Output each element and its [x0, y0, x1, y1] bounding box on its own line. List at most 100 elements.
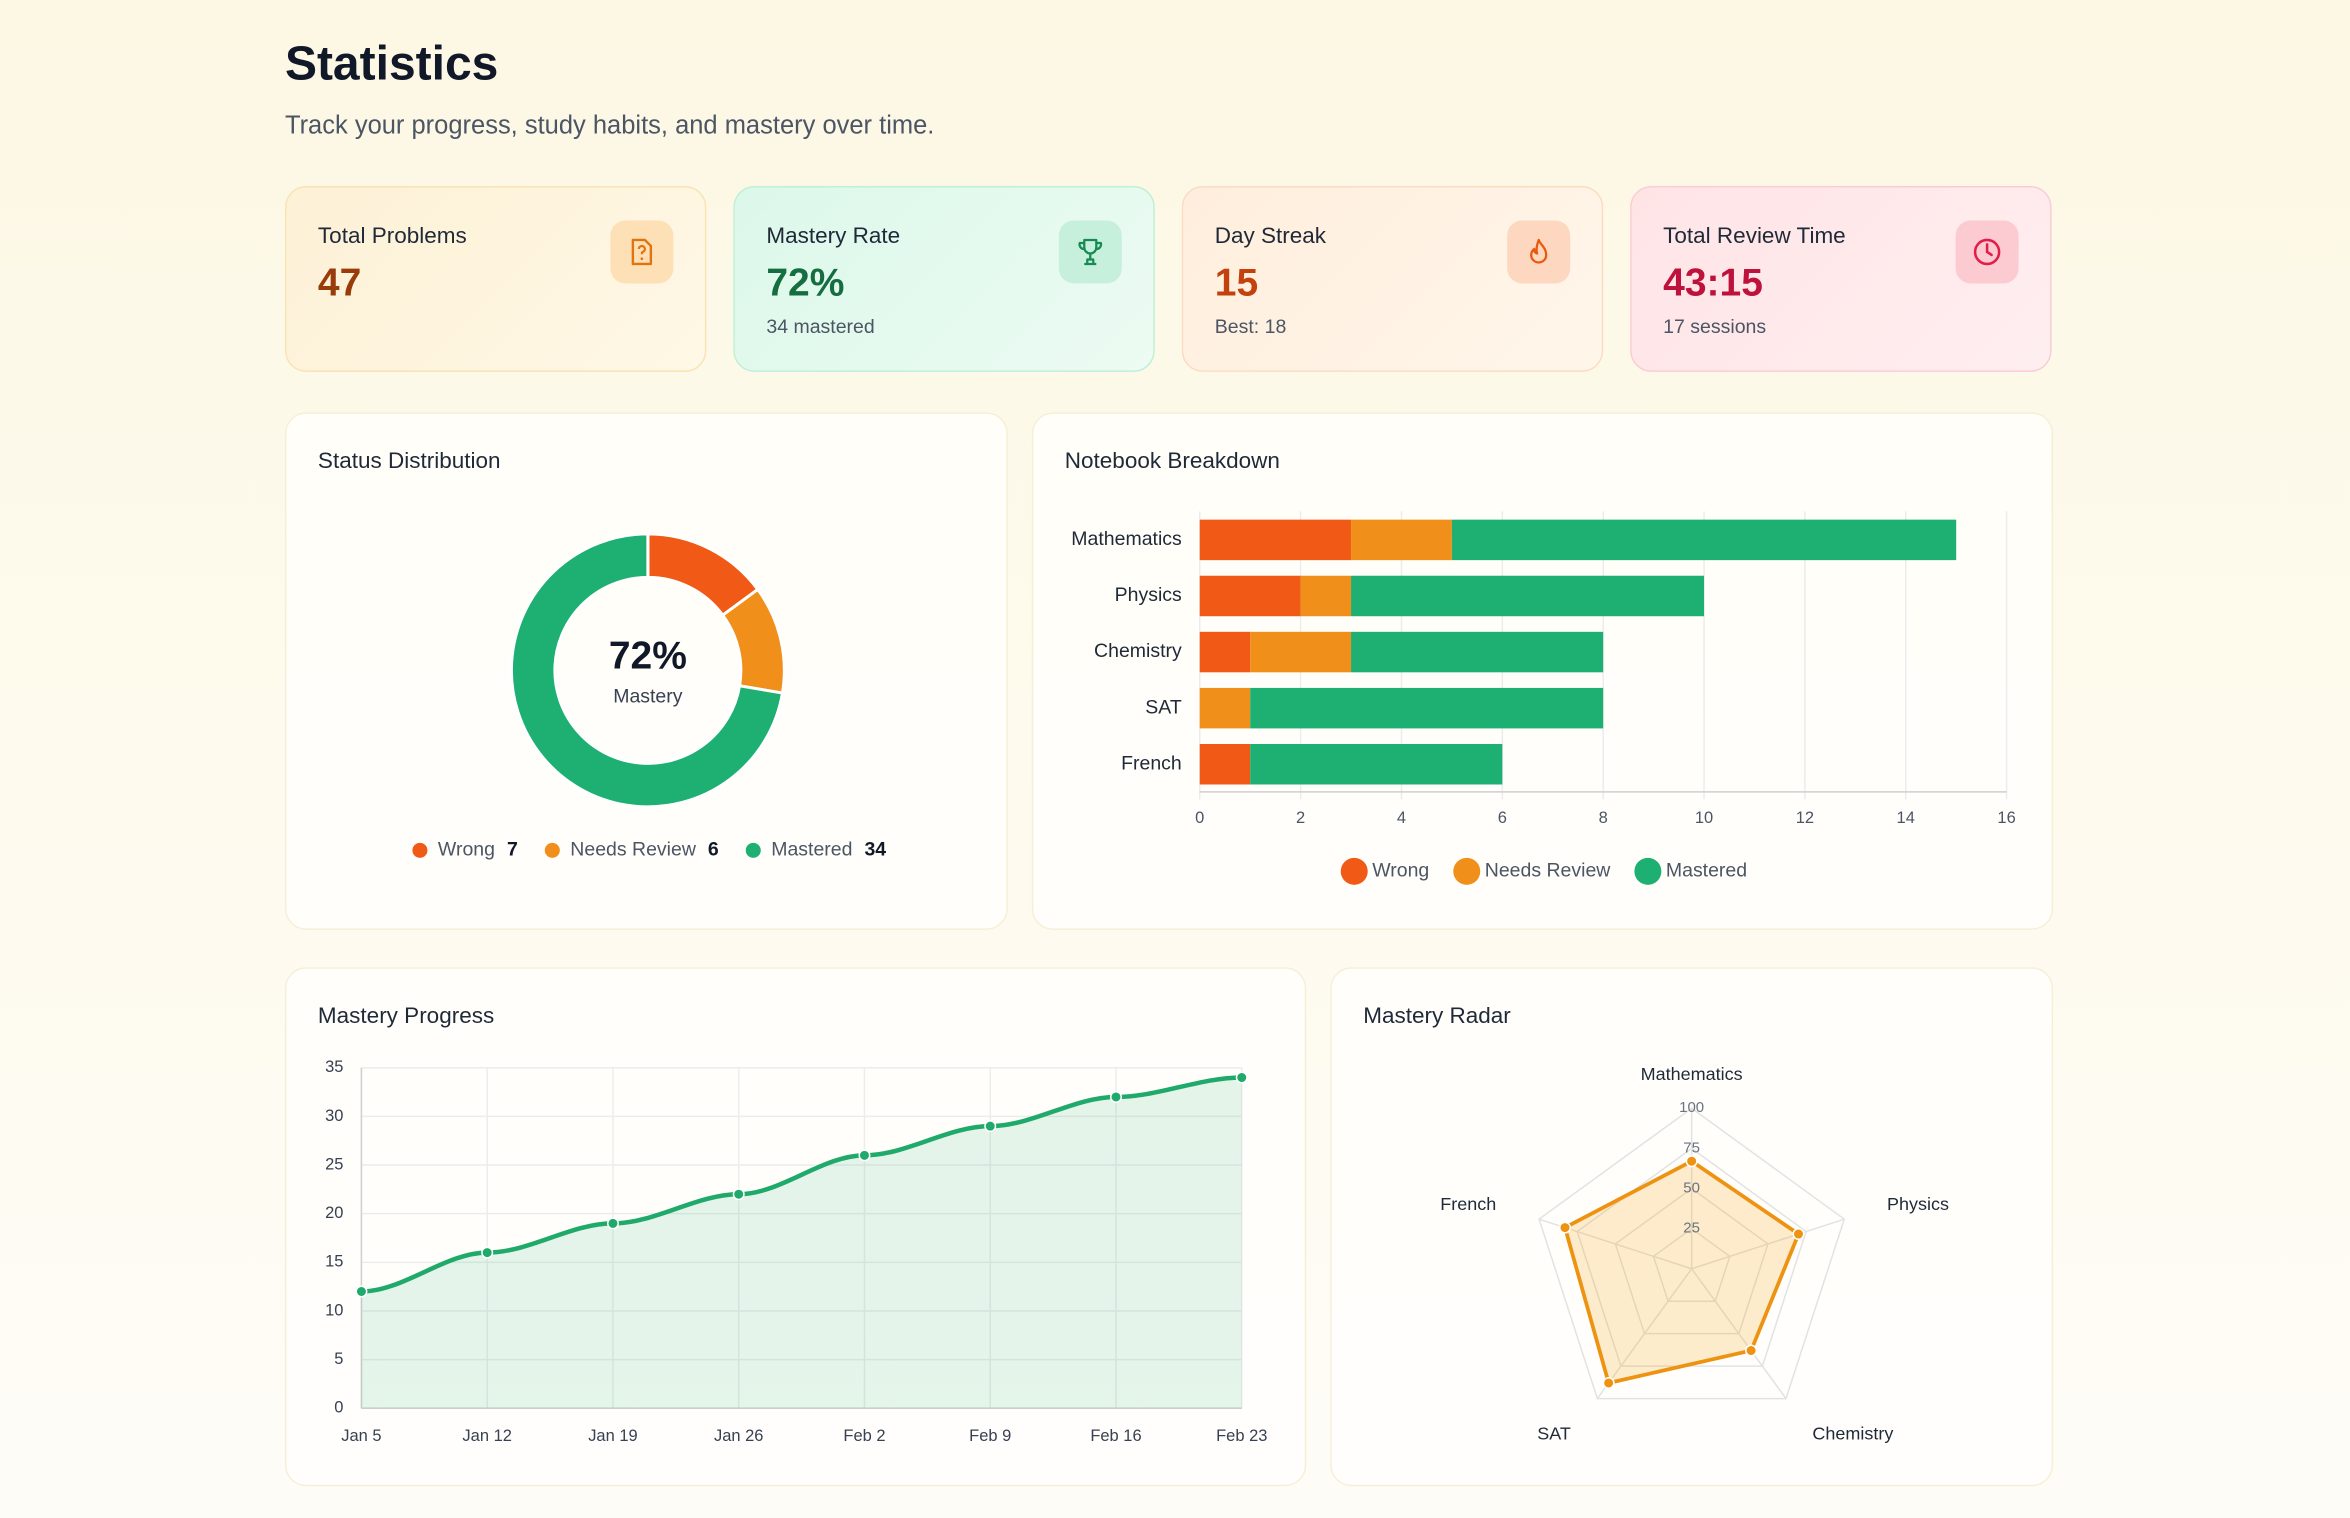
card-icon — [1955, 220, 2019, 284]
bar-segment — [1199, 519, 1352, 561]
y-tick-label: SAT — [1145, 696, 1182, 718]
chart: 0 5 10 15 20 25 30 35 Jan 5 Jan 12 Jan 19 Jan 26 Feb… — [325, 1058, 1267, 1445]
point — [1235, 1071, 1248, 1084]
chart-title: Status Distribution — [317, 448, 501, 474]
chart-panel: 72% Mastery Wrong 7 Needs Review 6 Mastered 34 … — [284, 412, 1008, 930]
r-tick-label: 100 — [1679, 1099, 1704, 1116]
point — [355, 1285, 368, 1298]
x-tick-label: 8 — [1599, 809, 1608, 827]
center-label: Mastery — [613, 686, 683, 708]
radar-axis — [1691, 1218, 1845, 1270]
card-icon — [1507, 220, 1571, 284]
x-tick-label: Jan 26 — [714, 1427, 763, 1445]
x-tick-label: 2 — [1296, 809, 1305, 827]
card-sub: Best: 18 — [1214, 314, 1287, 338]
card-sub: 17 sessions — [1663, 314, 1767, 338]
point — [481, 1246, 494, 1259]
chart-title: Notebook Breakdown — [1064, 448, 1280, 474]
chart-panel: 0 5 10 15 20 25 30 35 Jan 5 Jan 12 Jan 19 Jan 26 Feb… — [284, 967, 1307, 1487]
legend-label: Wrong — [1372, 859, 1429, 881]
grid-line — [1614, 1187, 1769, 1335]
legend-dot — [1453, 857, 1481, 885]
x-tick-label: 10 — [1695, 809, 1713, 827]
legend-value: 7 — [507, 838, 518, 860]
bar-segment — [1451, 519, 1957, 561]
bar-segment — [1199, 744, 1251, 785]
y-tick-label: Chemistry — [1094, 640, 1182, 662]
bar-segment — [1300, 575, 1352, 617]
legend-label: Mastered — [771, 838, 852, 860]
stat-card: Mastery Rate 72% 34 mastered — [733, 185, 1155, 372]
x-tick-label: Jan 5 — [341, 1427, 381, 1445]
stat-card: Day Streak 15 Best: 18 — [1181, 185, 1604, 372]
legend-dot — [745, 842, 761, 858]
y-tick-label: 5 — [334, 1350, 343, 1368]
y-tick-label: Physics — [1115, 584, 1182, 606]
bar-segment — [1351, 519, 1452, 561]
stat-card: Total Problems 47 — [284, 185, 707, 372]
x-tick-label: Jan 12 — [462, 1427, 511, 1445]
bar-segment — [1250, 687, 1604, 729]
y-tick-label: 35 — [325, 1058, 343, 1076]
card-value: 15 — [1214, 259, 1259, 305]
axis-label: Mathematics — [1641, 1064, 1743, 1084]
axis-label: SAT — [1537, 1424, 1571, 1444]
legend-dot — [1340, 857, 1368, 885]
card-label: Total Review Time — [1663, 223, 1846, 249]
bar-segment — [1199, 631, 1251, 673]
y-tick-label: Mathematics — [1071, 528, 1182, 550]
legend-dot — [1634, 857, 1662, 885]
x-tick-label: Jan 19 — [588, 1427, 638, 1445]
x-tick-label: Feb 2 — [843, 1427, 885, 1445]
chart: 0 2 4 6 8 10 12 14 16 Mathematics Physics Chemistry… — [1071, 511, 2016, 885]
legend-label: Wrong — [438, 838, 495, 860]
point — [732, 1188, 745, 1201]
point — [1558, 1221, 1571, 1234]
y-tick-label: 25 — [325, 1155, 343, 1173]
y-tick-label: 30 — [325, 1107, 343, 1125]
chart: Mathematics Physics Chemistry SAT French 25 50… — [1440, 1064, 1949, 1444]
stat-card: Total Review Time 43:15 17 sessions — [1630, 185, 2052, 372]
x-tick-label: 0 — [1195, 809, 1204, 827]
x-tick-label: 4 — [1397, 809, 1406, 827]
chart-title: Mastery Radar — [1363, 1003, 1511, 1029]
card-value: 47 — [317, 259, 362, 305]
point — [1685, 1155, 1698, 1168]
point — [1602, 1376, 1615, 1389]
grid-line — [1576, 1147, 1808, 1367]
page-title: Statistics — [284, 35, 499, 90]
line — [361, 1075, 1242, 1294]
legend-value: 6 — [708, 838, 719, 860]
axis-label: Chemistry — [1812, 1424, 1893, 1444]
chart-title: Mastery Progress — [317, 1003, 495, 1029]
card-label: Mastery Rate — [766, 223, 901, 249]
axis-label: Physics — [1887, 1194, 1949, 1214]
grid-line — [1538, 1107, 1846, 1400]
point — [1745, 1344, 1758, 1357]
legend-label: Needs Review — [570, 838, 697, 860]
bar-segment — [1250, 631, 1352, 673]
y-tick-label: 15 — [325, 1253, 343, 1271]
legend-label: Mastered — [1666, 859, 1747, 881]
radar-axis — [1596, 1268, 1693, 1400]
area — [361, 1077, 1242, 1409]
y-tick-label: 0 — [334, 1399, 343, 1417]
card-value: 43:15 — [1663, 259, 1763, 305]
chart: 72% Mastery Wrong 7 Needs Review 6 Mastered 34 — [412, 532, 886, 860]
bar-segment — [1199, 687, 1251, 729]
card-icon — [610, 220, 674, 284]
legend-dot — [412, 842, 428, 858]
point — [858, 1149, 871, 1162]
x-tick-label: 6 — [1498, 809, 1507, 827]
card-label: Total Problems — [317, 223, 467, 249]
x-tick-label: 14 — [1897, 809, 1915, 827]
card-label: Day Streak — [1214, 223, 1327, 249]
point — [984, 1120, 997, 1133]
legend-dot — [544, 842, 560, 858]
chart-panel: Mathematics Physics Chemistry SAT French 25 50… — [1330, 967, 2054, 1487]
chart-panel: 0 2 4 6 8 10 12 14 16 Mathematics Physics Chemistry… — [1031, 412, 2054, 930]
x-tick-label: 12 — [1796, 809, 1814, 827]
card-value: 72% — [766, 259, 845, 305]
